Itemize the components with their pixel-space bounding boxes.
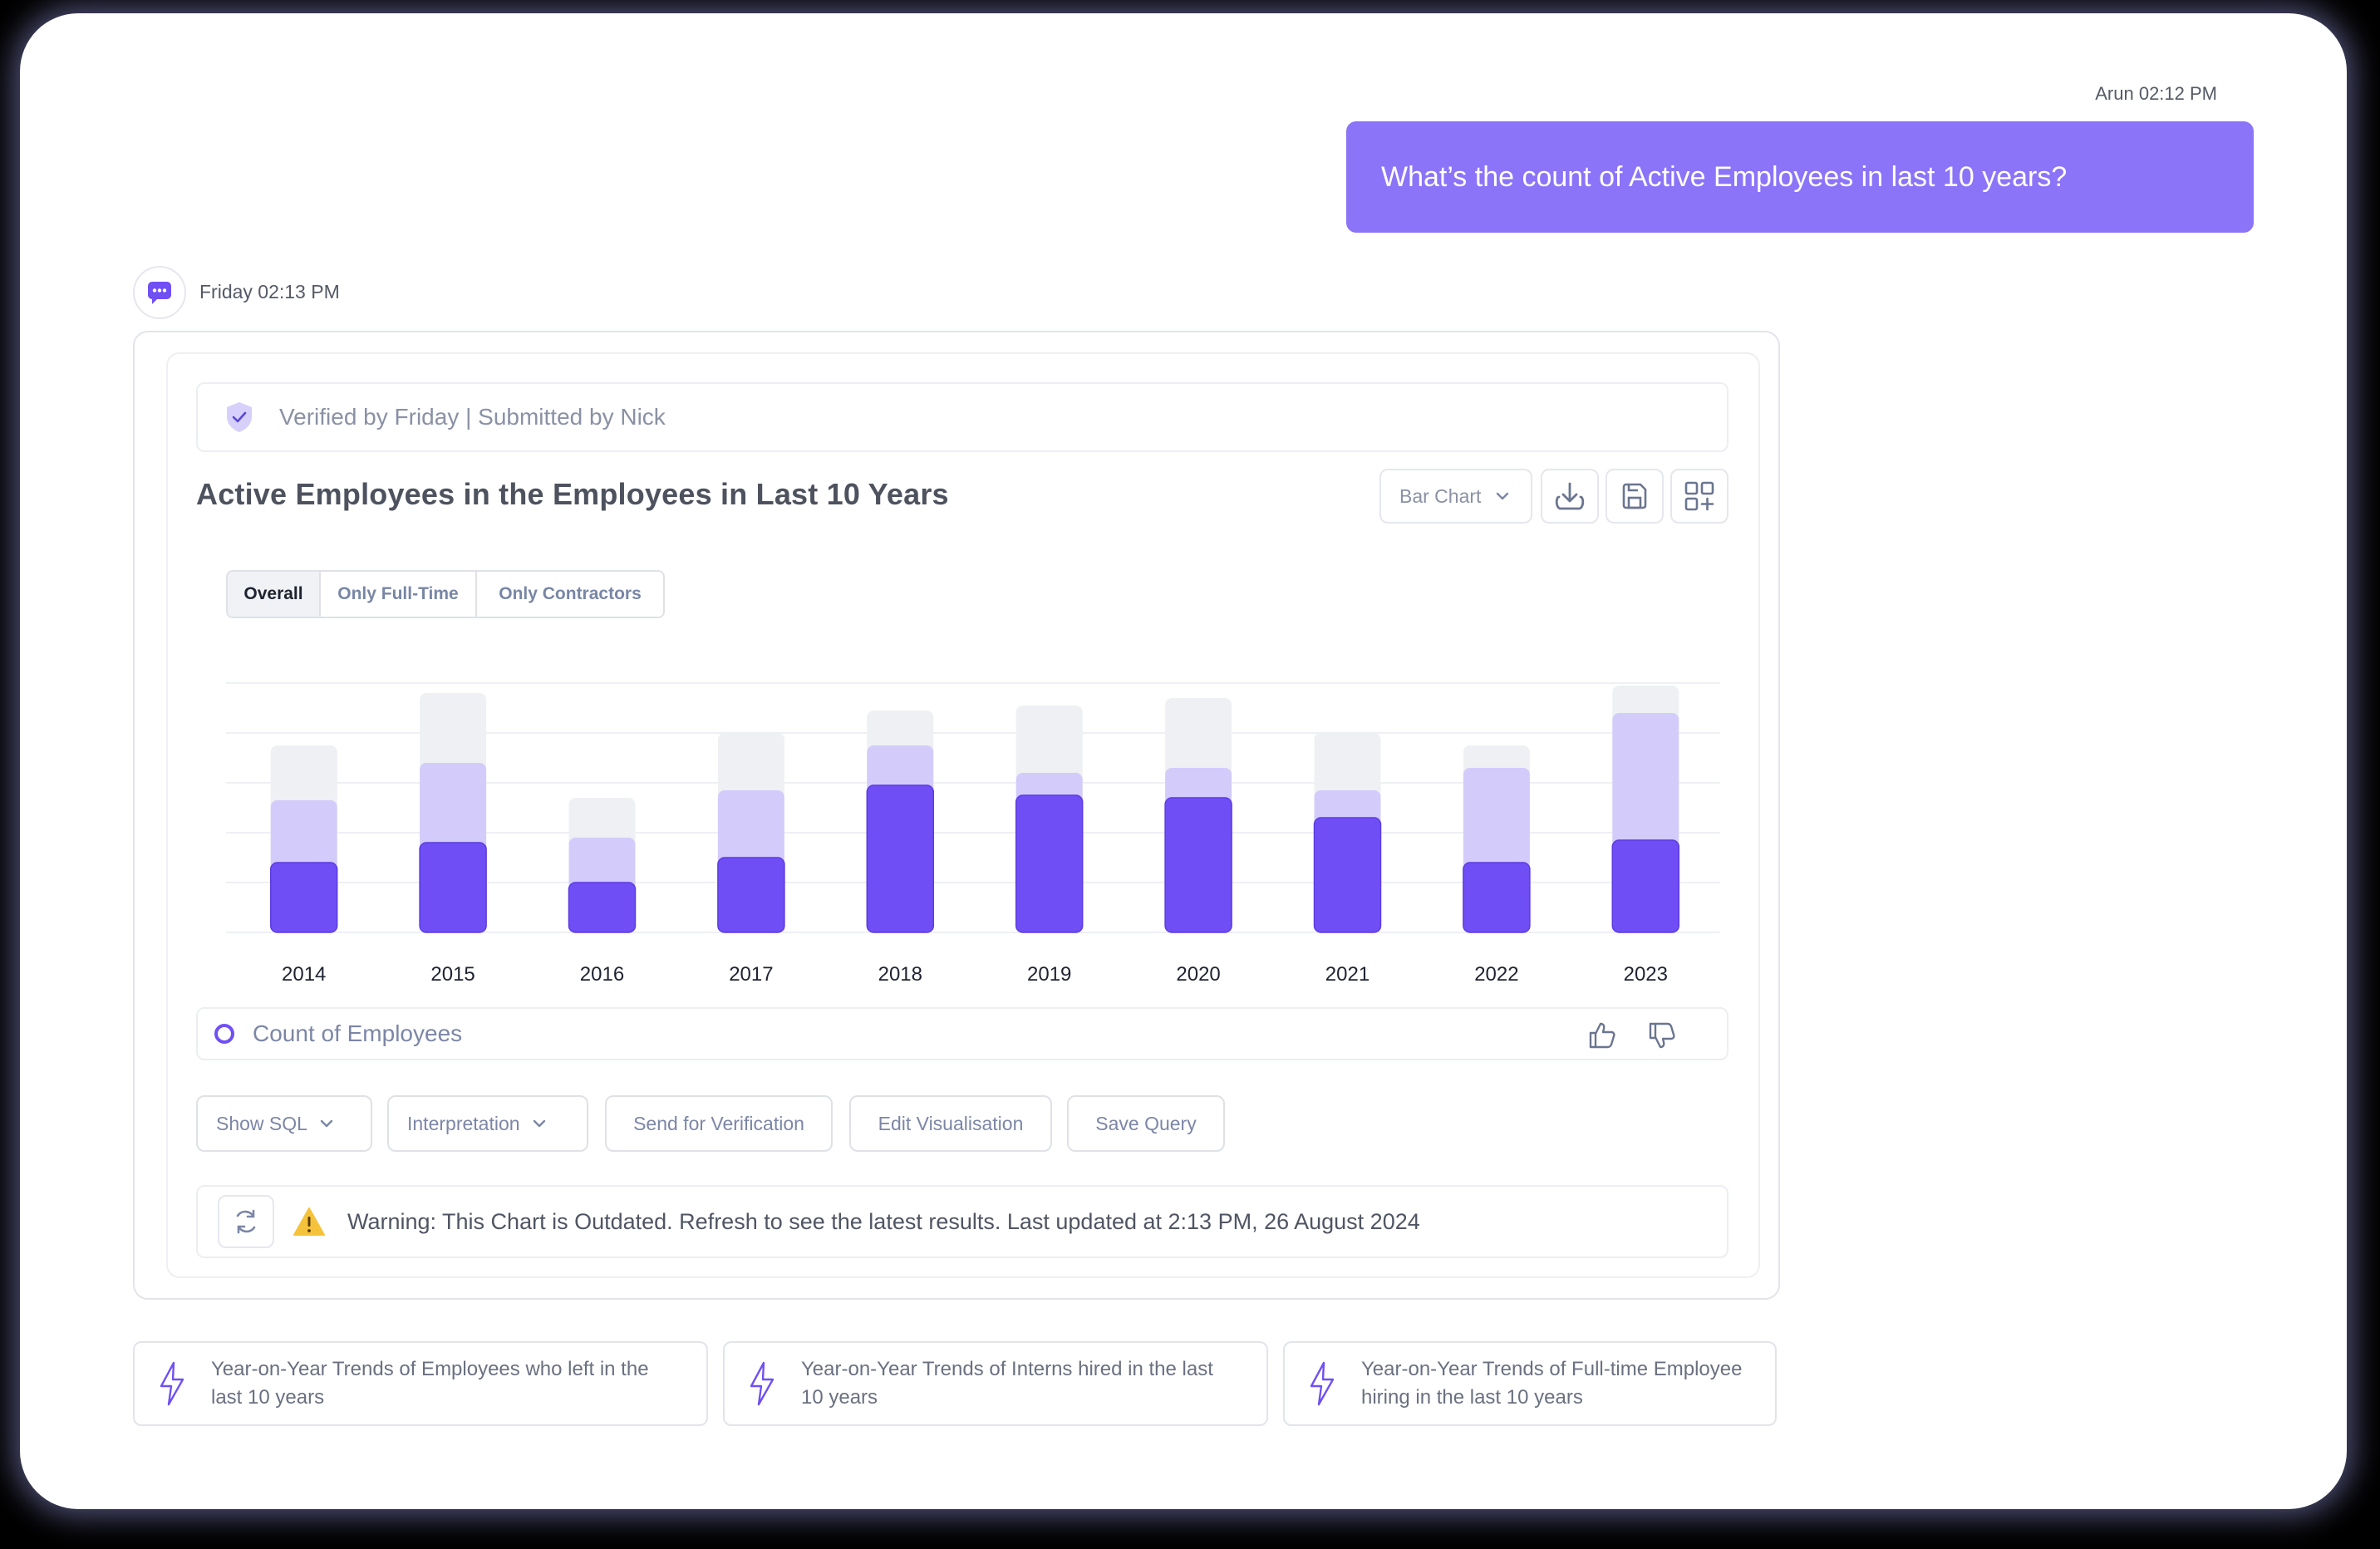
bar-segment <box>1463 862 1531 933</box>
tab-only-full-time[interactable]: Only Full-Time <box>321 572 477 617</box>
chart-filter-tabs: Overall Only Full-Time Only Contractors <box>226 570 665 618</box>
send-for-verification-label: Send for Verification <box>633 1112 804 1134</box>
bar-segment <box>717 857 785 933</box>
save-button[interactable] <box>1606 469 1664 524</box>
suggestion-line: hiring in the last 10 years <box>1361 1386 1583 1409</box>
bar-chart: 2014 2015 2016 2017 2018 2019 2020 2021 2022 2023 <box>226 682 1720 986</box>
verified-bar: Verified by Friday | Submitted by Nick <box>196 382 1728 452</box>
bar-segment <box>1015 794 1084 933</box>
chevron-down-icon <box>320 1119 333 1128</box>
suggestion-line: Year-on-Year Trends of Employees who lef… <box>211 1358 649 1380</box>
add-widget-button[interactable] <box>1670 469 1728 524</box>
warning-icon <box>293 1207 325 1236</box>
send-for-verification-button[interactable]: Send for Verification <box>605 1095 833 1152</box>
warning-bar: Warning: This Chart is Outdated. Refresh… <box>196 1185 1728 1258</box>
suggestion-card[interactable]: Year-on-Year Trends of Interns hired in … <box>723 1341 1268 1426</box>
suggestion-line: 10 years <box>801 1386 878 1409</box>
save-query-label: Save Query <box>1095 1112 1197 1134</box>
legend-marker <box>214 1024 234 1044</box>
bar-segment <box>269 862 338 933</box>
bar-segment <box>1611 839 1680 933</box>
download-button[interactable] <box>1541 469 1599 524</box>
x-tick-label: 2017 <box>729 963 773 986</box>
thumbs-down-icon[interactable] <box>1645 1019 1679 1052</box>
bar-segment <box>568 882 637 933</box>
chart-type-dropdown[interactable]: Bar Chart <box>1379 469 1532 524</box>
chevron-down-icon <box>533 1119 545 1128</box>
tab-only-contractors[interactable]: Only Contractors <box>499 584 642 603</box>
x-tick-label: 2022 <box>1474 963 1518 986</box>
tab-overall[interactable]: Overall <box>228 572 321 617</box>
lightning-icon <box>750 1361 774 1406</box>
add-widget-icon <box>1684 481 1714 511</box>
download-icon <box>1555 482 1585 510</box>
bar-segment <box>866 784 935 933</box>
chart-title: Active Employees in the Employees in Las… <box>196 477 949 511</box>
show-sql-label: Show SQL <box>216 1112 307 1134</box>
save-query-button[interactable]: Save Query <box>1067 1095 1225 1152</box>
suggestion-line: last 10 years <box>211 1386 325 1409</box>
x-tick-label: 2020 <box>1176 963 1220 986</box>
warning-text: Warning: This Chart is Outdated. Refresh… <box>347 1208 1420 1234</box>
interpretation-button[interactable]: Interpretation <box>387 1095 588 1152</box>
chart-type-label: Bar Chart <box>1399 484 1482 507</box>
chat-bubble-icon <box>148 282 171 304</box>
edit-visualisation-label: Edit Visualisation <box>878 1112 1024 1134</box>
bot-message-meta: Friday 02:13 PM <box>199 281 340 302</box>
suggestion-line: Year-on-Year Trends of Interns hired in … <box>801 1358 1213 1380</box>
suggestion-card[interactable]: Year-on-Year Trends of Employees who lef… <box>133 1341 708 1426</box>
legend-label: Count of Employees <box>253 1020 463 1046</box>
x-tick-label: 2019 <box>1027 963 1071 986</box>
x-tick-label: 2018 <box>878 963 922 986</box>
lightning-icon <box>1310 1361 1335 1406</box>
edit-visualisation-button[interactable]: Edit Visualisation <box>849 1095 1052 1152</box>
bot-avatar <box>133 266 186 319</box>
suggestion-text: Year-on-Year Trends of Interns hired in … <box>801 1355 1213 1412</box>
x-tick-label: 2021 <box>1325 963 1369 986</box>
show-sql-button[interactable]: Show SQL <box>196 1095 372 1152</box>
thumbs-up-icon[interactable] <box>1586 1019 1619 1052</box>
shield-check-icon <box>227 402 252 432</box>
suggestion-text: Year-on-Year Trends of Full-time Employe… <box>1361 1355 1742 1412</box>
suggestion-text: Year-on-Year Trends of Employees who lef… <box>211 1355 649 1412</box>
suggestion-line: Year-on-Year Trends of Full-time Employe… <box>1361 1358 1743 1380</box>
refresh-icon <box>236 1209 256 1234</box>
x-tick-label: 2014 <box>282 963 326 986</box>
bar-segment <box>419 842 487 933</box>
legend-bar: Count of Employees <box>196 1007 1728 1060</box>
refresh-button[interactable] <box>218 1195 274 1248</box>
interpretation-label: Interpretation <box>407 1112 520 1134</box>
suggestion-card[interactable]: Year-on-Year Trends of Full-time Employe… <box>1283 1341 1777 1426</box>
verified-text: Verified by Friday | Submitted by Nick <box>279 404 666 430</box>
bar-segment <box>1313 817 1382 933</box>
save-icon <box>1622 483 1647 509</box>
chevron-down-icon <box>1497 492 1509 500</box>
x-tick-label: 2023 <box>1624 963 1668 986</box>
x-tick-label: 2015 <box>430 963 475 986</box>
lightning-icon <box>160 1361 184 1406</box>
bar-segment <box>1164 797 1232 933</box>
user-message-meta: Arun 02:12 PM <box>2095 83 2217 104</box>
x-tick-label: 2016 <box>580 963 624 986</box>
user-message-bubble: What’s the count of Active Employees in … <box>1346 121 2254 233</box>
